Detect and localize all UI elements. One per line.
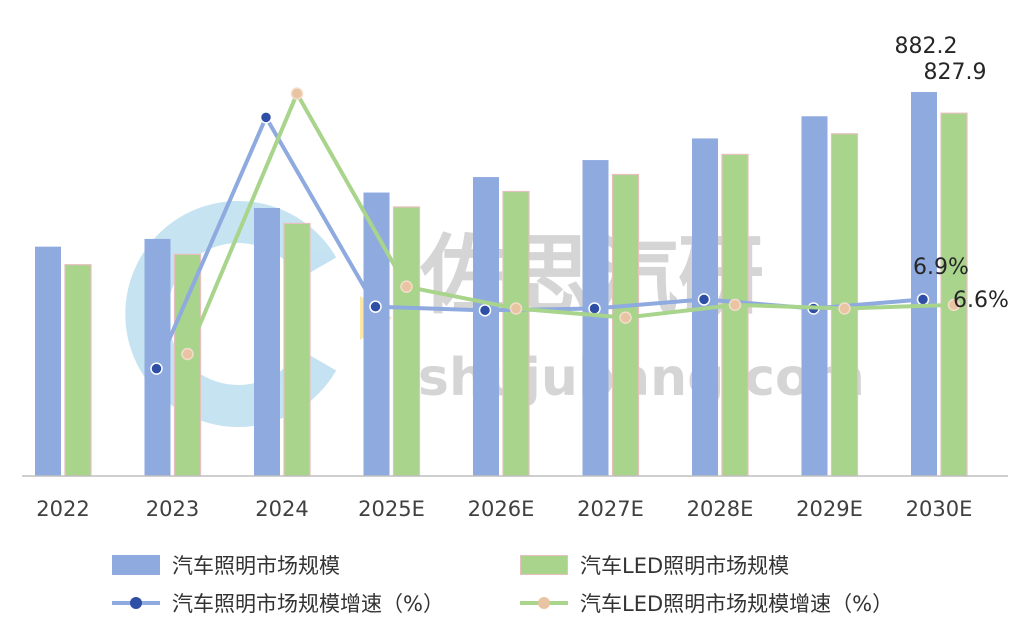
bar-2-2027E (611, 173, 640, 477)
legend-label-bar-1: 汽车照明市场规模 (172, 554, 340, 578)
line-series-2 (185, 91, 955, 355)
bar-2-2023 (173, 253, 202, 477)
line-point-2-0 (181, 347, 194, 361)
bar-2-2026E (502, 190, 530, 477)
legend-swatch-bar-1 (112, 555, 160, 575)
bar-2-2030E (940, 112, 968, 477)
line-point-1-5 (697, 293, 711, 306)
line-point-2-4 (619, 311, 632, 324)
line-point-1-0 (150, 362, 163, 375)
line-point-1-1 (259, 111, 273, 124)
legend-item-line-2: 汽车LED照明市场规模增速（%） (520, 588, 893, 618)
line-point-1-3 (478, 304, 492, 317)
data-label-bar-2-last: 827.9 (924, 60, 987, 85)
legend-swatch-line-1 (112, 593, 160, 613)
line-point-2-1 (290, 87, 304, 100)
legend-item-line-1: 汽车照明市场规模增速（%） (112, 588, 444, 618)
data-label-bar-1-last: 882.2 (895, 34, 958, 59)
legend-item-bar-2: 汽车LED照明市场规模 (520, 550, 789, 580)
x-tick-label-2029E: 2029E (796, 497, 863, 521)
x-tick-label-2023: 2023 (146, 497, 199, 521)
bar-1-2024 (254, 208, 280, 476)
x-tick-label-2030E: 2030E (906, 497, 973, 521)
bar-1-2026E (473, 177, 499, 477)
bar-2-2022 (64, 264, 92, 477)
line-point-1-2 (369, 300, 382, 313)
x-tick-label-2026E: 2026E (468, 497, 535, 521)
line-point-2-2 (400, 280, 413, 293)
bar-1-2025E (363, 192, 390, 477)
legend-swatch-bar-2 (520, 555, 568, 575)
legend-label-line-2: 汽车LED照明市场规模增速（%） (580, 592, 894, 616)
x-tick-label-2027E: 2027E (577, 497, 644, 521)
line-point-1-7 (916, 293, 930, 306)
bar-2-2024 (283, 222, 311, 477)
data-label-line-1-last: 6.9% (913, 255, 969, 280)
bar-1-2029E (801, 116, 828, 476)
bar-1-2023 (144, 238, 171, 476)
x-tick-label-2022: 2022 (36, 497, 89, 521)
legend-swatch-line-2 (520, 593, 568, 613)
data-label-line-2-last: 6.6% (953, 288, 1009, 313)
bar-2-2025E (392, 206, 421, 477)
legend-label-bar-2: 汽车LED照明市场规模 (580, 554, 790, 578)
legend-item-bar-1: 汽车照明市场规模 (112, 550, 340, 580)
bar-1-2027E (582, 160, 609, 477)
bar-2-2028E (721, 153, 749, 477)
bar-1-2022 (35, 246, 61, 476)
line-point-2-5 (728, 298, 742, 312)
x-tick-label-2025E: 2025E (358, 497, 425, 521)
line-point-2-3 (509, 302, 523, 315)
line-point-2-7 (947, 298, 961, 312)
line-point-1-4 (588, 302, 601, 315)
x-tick-label-2024: 2024 (255, 497, 308, 521)
legend: 汽车照明市场规模 汽车LED照明市场规模 汽车照明市场规模增速（%） 汽车LED… (0, 540, 1030, 636)
x-tick-label-2028E: 2028E (687, 497, 754, 521)
bar-1-2030E (911, 92, 937, 477)
chart: 佐思汽研 shujubang.com 2022202320242025E2026… (22, 34, 1009, 521)
line-point-2-6 (838, 302, 851, 315)
legend-label-line-1: 汽车照明市场规模增速（%） (172, 592, 444, 616)
